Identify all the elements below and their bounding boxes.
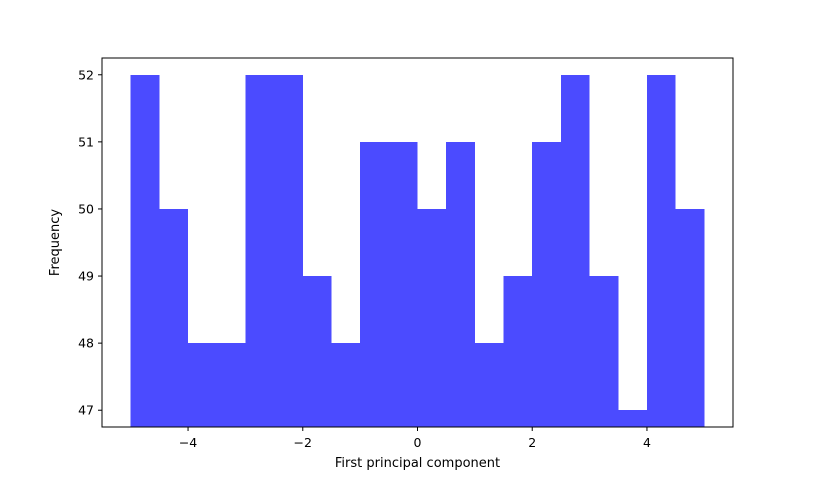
histogram-bar [675,208,705,427]
histogram-bar [388,141,418,427]
histogram-bar [159,208,189,427]
x-axis: −4 −2 0 2 4 [179,427,651,450]
histogram-bar [532,141,561,427]
y-axis-label: Frequency [48,209,63,276]
x-tick-label: −2 [294,435,312,450]
x-tick-label: 0 [414,435,422,450]
histogram-bar [589,276,619,427]
x-tick-label: −4 [179,435,197,450]
histogram-bar [302,276,332,427]
x-tick-label: 2 [528,435,536,450]
histogram-bars [130,74,705,427]
histogram-bar [474,343,504,427]
histogram-bar [560,74,590,427]
histogram-bar [331,343,361,427]
y-tick-label: 50 [78,201,94,216]
y-tick-label: 51 [78,134,94,149]
histogram-bar [646,74,676,427]
histogram-bar [360,141,389,427]
x-tick-label: 4 [643,435,651,450]
histogram-bar [446,141,475,427]
y-tick-label: 52 [78,67,94,82]
y-tick-label: 49 [78,269,94,284]
y-tick-label: 47 [78,403,94,418]
histogram-bar [188,343,217,427]
histogram-bar [130,74,160,427]
histogram-bar [216,343,246,427]
histogram-bar [245,74,275,427]
y-axis: 47 48 49 50 51 52 [78,67,102,418]
y-tick-label: 48 [78,336,94,351]
histogram-bar [417,208,447,427]
histogram-bar [503,276,533,427]
x-axis-label: First principal component [335,456,500,471]
histogram-bar [274,74,303,427]
histogram-bar [618,410,647,427]
